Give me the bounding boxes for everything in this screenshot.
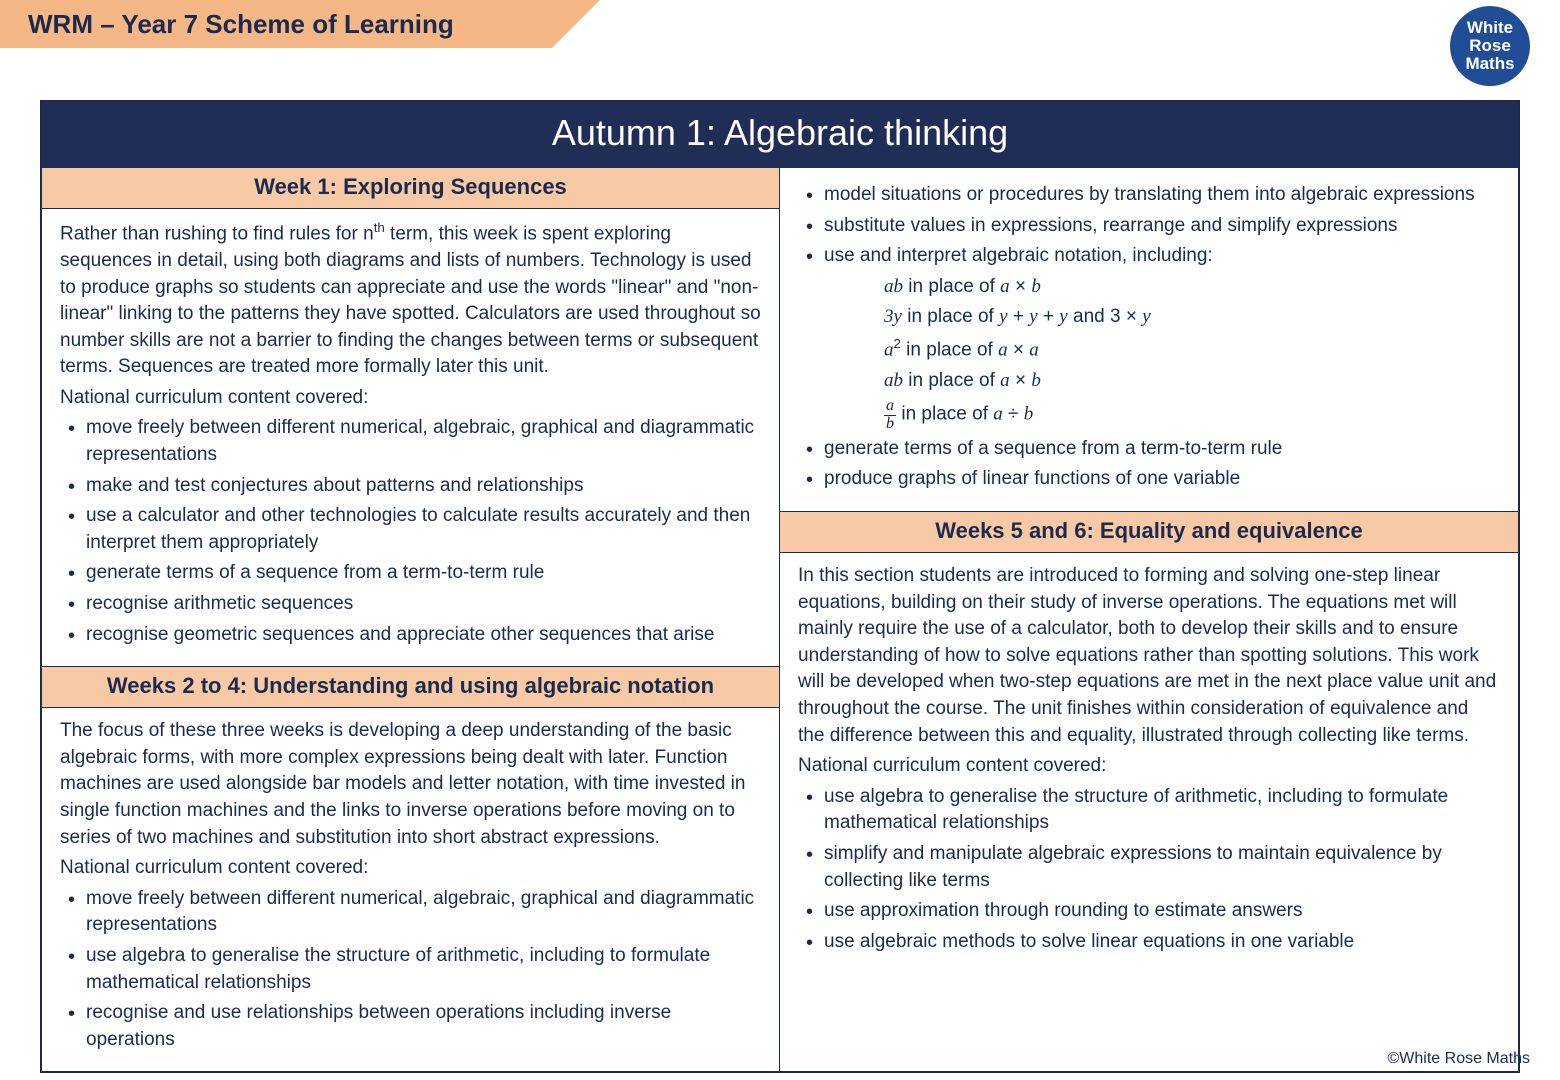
list-item: model situations or procedures by transl… [798,182,1500,209]
weeks24-intro: The focus of these three weeks is develo… [60,718,761,851]
logo-line2: Rose [1469,37,1511,55]
weeks56-bullets: use algebra to generalise the structure … [798,784,1500,956]
weeks56-intro: In this section students are introduced … [798,563,1500,749]
list-item: recognise geometric sequences and apprec… [60,622,761,649]
list-item: use and interpret algebraic notation, in… [798,243,1500,270]
notation-line: ab in place of a × b [858,274,1500,301]
weeks56-body: In this section students are introduced … [780,553,1518,973]
week1-intro: Rather than rushing to find rules for nt… [60,219,761,381]
list-item: produce graphs of linear functions of on… [798,466,1500,493]
list-item: use algebra to generalise the structure … [60,943,761,996]
list-item: make and test conjectures about patterns… [60,473,761,500]
week1-body: Rather than rushing to find rules for nt… [42,209,779,666]
weeks24-bullets-right-post: generate terms of a sequence from a term… [798,436,1500,493]
list-item: move freely between different numerical,… [60,415,761,468]
list-item: use approximation through rounding to es… [798,898,1500,925]
notation-list: ab in place of a × b 3y in place of y + … [798,274,1500,432]
notation-line: 3y in place of y + y + y and 3 × y [858,304,1500,331]
weeks56-nc-label: National curriculum content covered: [798,753,1500,780]
week1-header: Week 1: Exploring Sequences [42,168,779,209]
list-item: generate terms of a sequence from a term… [60,560,761,587]
left-column: Week 1: Exploring Sequences Rather than … [42,168,780,1071]
weeks56-header: Weeks 5 and 6: Equality and equivalence [780,511,1518,553]
list-item: move freely between different numerical,… [60,886,761,939]
columns: Week 1: Exploring Sequences Rather than … [42,168,1518,1071]
list-item: use algebra to generalise the structure … [798,784,1500,837]
header-ribbon: WRM – Year 7 Scheme of Learning [0,0,600,48]
week1-nc-label: National curriculum content covered: [60,385,761,412]
weeks24-body-left: The focus of these three weeks is develo… [42,708,779,1071]
list-item: recognise arithmetic sequences [60,591,761,618]
list-item: use algebraic methods to solve linear eq… [798,929,1500,956]
logo-line3: Maths [1465,55,1514,73]
header-title: WRM – Year 7 Scheme of Learning [28,9,454,40]
weeks24-body-right: model situations or procedures by transl… [780,168,1518,511]
list-item: generate terms of a sequence from a term… [798,436,1500,463]
notation-line: ab in place of a × b [858,368,1500,395]
weeks24-bullets-right-pre: model situations or procedures by transl… [798,182,1500,270]
logo-line1: White [1467,19,1513,37]
page-header: WRM – Year 7 Scheme of Learning White Ro… [0,0,1560,60]
white-rose-logo: White Rose Maths [1450,6,1530,86]
notation-line: a2 in place of a × a [858,335,1500,364]
copyright-footer: ©White Rose Maths [1388,1050,1531,1068]
right-column: model situations or procedures by transl… [780,168,1518,1071]
list-item: use a calculator and other technologies … [60,503,761,556]
weeks24-header: Weeks 2 to 4: Understanding and using al… [42,666,779,708]
weeks24-nc-label: National curriculum content covered: [60,855,761,882]
list-item: simplify and manipulate algebraic expres… [798,841,1500,894]
unit-title: Autumn 1: Algebraic thinking [42,102,1518,168]
list-item: substitute values in expressions, rearra… [798,213,1500,240]
content-panel: Autumn 1: Algebraic thinking Week 1: Exp… [40,100,1520,1073]
list-item: recognise and use relationships between … [60,1000,761,1053]
notation-line: ab in place of a ÷ b [858,398,1500,431]
weeks24-bullets-left: move freely between different numerical,… [60,886,761,1054]
week1-bullets: move freely between different numerical,… [60,415,761,648]
